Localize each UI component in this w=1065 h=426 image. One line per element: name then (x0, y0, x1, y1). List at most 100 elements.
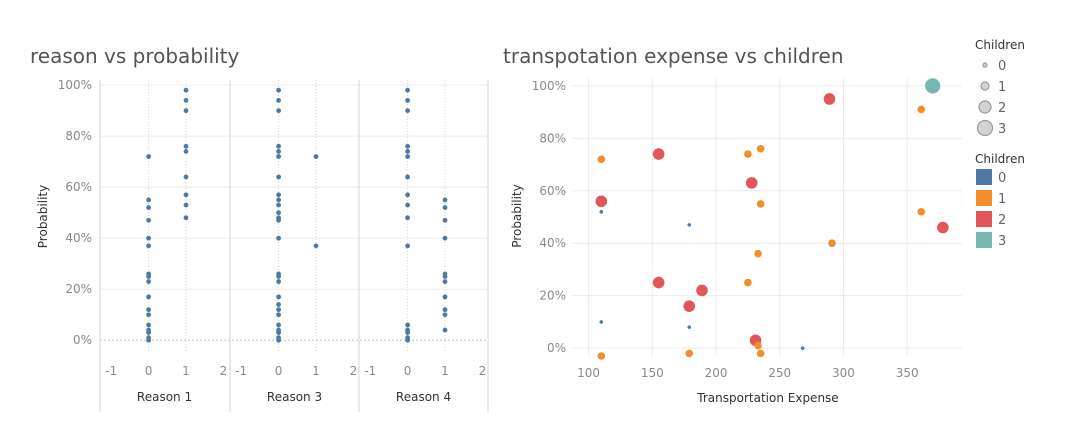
reason-data-point (405, 202, 411, 208)
transport-y-tick-label: 100% (532, 79, 566, 93)
reason-data-point (146, 217, 152, 223)
transport-data-point (925, 78, 941, 94)
transport-data-point (685, 349, 694, 358)
reason-data-point (442, 235, 448, 241)
size-legend-marker (976, 119, 994, 137)
reason-data-point (183, 98, 189, 103)
transport-y-axis-title: Probability (510, 184, 524, 247)
reason-data-point (146, 294, 152, 300)
reason-y-axis-title: Probability (36, 185, 50, 248)
reason-data-point (276, 302, 282, 307)
reason-y-tick-label: 60% (65, 180, 92, 194)
transport-y-tick-label: 80% (539, 131, 566, 145)
reason-x-tick-label: -1 (364, 364, 376, 378)
reason-data-point (276, 174, 282, 180)
transport-data-point (917, 207, 926, 216)
reason-data-point (313, 243, 319, 249)
reason-y-tick-label: 40% (65, 231, 92, 245)
reason-data-point (146, 205, 152, 210)
transport-data-point (599, 209, 604, 214)
size-legend-label: 3 (998, 122, 1006, 137)
reason-data-point (183, 202, 189, 208)
transport-data-point (599, 320, 604, 324)
reason-x-tick-label: 0 (404, 364, 412, 378)
reason-data-point (276, 149, 282, 154)
transport-data-point (937, 221, 949, 234)
reason-data-point (442, 312, 448, 318)
reason-data-point (442, 205, 448, 210)
size-legend-title: Children (975, 38, 1025, 52)
reason-data-point (442, 279, 448, 284)
reason-data-point (405, 154, 411, 159)
reason-data-point (276, 312, 282, 318)
reason-data-point (183, 108, 189, 114)
transport-x-axis-title: Transportation Expense (696, 391, 838, 405)
reason-data-point (405, 174, 411, 180)
reason-data-point (183, 174, 189, 180)
reason-data-point (183, 215, 189, 221)
transport-y-tick-label: 20% (539, 289, 566, 303)
color-legend-title: Children (975, 152, 1025, 166)
reason-data-point (313, 154, 319, 159)
color-legend-swatch (976, 232, 992, 248)
reason-data-point (276, 294, 282, 300)
reason-data-point (405, 322, 411, 328)
transport-data-point (687, 325, 692, 329)
reason-chart-title: reason vs probability (30, 44, 240, 68)
reason-data-point (276, 197, 282, 203)
transport-x-tick-label: 200 (705, 366, 728, 380)
reason-data-point (442, 307, 448, 313)
reason-data-point (146, 279, 152, 284)
reason-data-point (405, 143, 411, 149)
reason-data-point (276, 235, 282, 241)
reason-data-point (276, 192, 282, 198)
color-legend-label: 0 (998, 171, 1006, 186)
reason-data-point (442, 197, 448, 203)
reason-data-point (405, 98, 411, 103)
size-legend-label: 0 (998, 59, 1006, 74)
transport-data-point (597, 155, 606, 164)
reason-data-point (146, 307, 152, 313)
reason-data-point (276, 143, 282, 149)
reason-data-point (183, 87, 189, 93)
size-legend-marker (980, 81, 990, 91)
reason-data-point (276, 87, 282, 93)
transport-data-point (800, 346, 805, 350)
transport-data-point (823, 93, 836, 105)
transport-data-point (687, 223, 692, 227)
reason-data-point (146, 235, 152, 241)
transport-y-tick-label: 60% (539, 184, 566, 198)
reason-data-point (276, 307, 282, 313)
reason-data-point (405, 87, 411, 93)
reason-data-point (183, 149, 189, 154)
reason-data-point (146, 322, 152, 328)
reason-data-point (276, 330, 282, 335)
transport-data-point (756, 145, 765, 153)
transport-data-point (756, 200, 765, 208)
reason-x-tick-label: 2 (220, 364, 228, 378)
reason-data-point (405, 192, 411, 198)
size-legend-label: 1 (998, 80, 1006, 95)
reason-data-point (276, 154, 282, 159)
color-legend-swatch (976, 169, 992, 185)
reason-data-point (276, 337, 282, 343)
reason-data-point (276, 202, 282, 208)
transport-y-tick-label: 40% (539, 236, 566, 250)
transport-data-point (744, 150, 752, 158)
transport-data-point (652, 276, 665, 289)
reason-x-tick-label: 1 (312, 364, 320, 378)
color-legend-swatch (976, 211, 992, 227)
transport-data-point (745, 177, 758, 189)
transport-x-tick-label: 300 (832, 366, 855, 380)
reason-data-point (405, 243, 411, 249)
reason-data-point (276, 108, 282, 114)
color-legend-swatch (976, 190, 992, 206)
transport-chart-title: transpotation expense vs children (503, 44, 844, 68)
reason-x-tick-label: -1 (105, 364, 117, 378)
reason-data-point (442, 217, 448, 223)
reason-x-tick-label: 2 (350, 364, 358, 378)
reason-y-tick-label: 100% (58, 78, 92, 92)
reason-x-tick-label: 1 (182, 364, 190, 378)
reason-panel-label: Reason 4 (396, 390, 451, 404)
transport-data-point (828, 239, 836, 248)
